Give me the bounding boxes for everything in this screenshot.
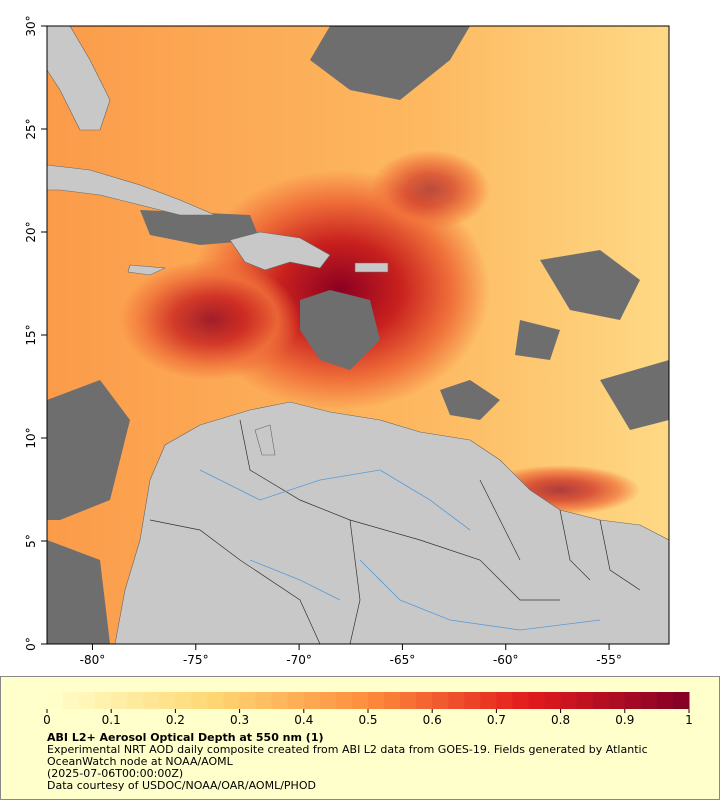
colorbar-tick-label: 0.4 (294, 713, 313, 727)
colorbar: 0 0.1 0.2 0.3 0.4 0.5 0.6 0.7 0.8 0.9 1 (43, 692, 693, 727)
colorbar-tick-label: 0.5 (358, 713, 377, 727)
colorbar-swatch (47, 692, 64, 709)
colorbar-swatch (448, 692, 465, 709)
colorbar-swatch (560, 692, 578, 709)
colorbar-swatch (432, 692, 449, 709)
y-tick-label: 0° (24, 637, 38, 651)
colorbar-swatch (480, 692, 497, 709)
caption-date: (2025-07-06T00:00:00Z) (47, 767, 184, 780)
aod-plume (120, 260, 300, 380)
x-tick-label: -75° (183, 653, 209, 667)
colorbar-tick-label: 0.2 (166, 713, 185, 727)
colorbar-swatch (640, 692, 658, 709)
caption-credit: Data courtesy of USDOC/NOAA/OAR/AOML/PHO… (47, 779, 316, 792)
caption-title: ABI L2+ Aerosol Optical Depth at 550 nm … (47, 731, 324, 744)
colorbar-swatch (351, 692, 369, 709)
colorbar-swatch (656, 692, 674, 709)
colorbar-swatch (95, 692, 112, 709)
colorbar-swatch (576, 692, 594, 709)
colorbar-swatch (335, 692, 353, 709)
colorbar-swatch (400, 692, 417, 709)
x-tick-label: -70° (286, 653, 312, 667)
caption: ABI L2+ Aerosol Optical Depth at 550 nm … (47, 732, 687, 792)
colorbar-swatch (271, 692, 289, 709)
aod-plume (370, 150, 490, 230)
y-tick-label: 15° (24, 324, 38, 345)
colorbar-tick-label: 0.9 (615, 713, 634, 727)
colorbar-tick-label: 0.8 (551, 713, 570, 727)
colorbar-swatch (624, 692, 642, 709)
colorbar-swatch (464, 692, 481, 709)
colorbar-swatch (608, 692, 626, 709)
map-figure: -80° -75° -70° -65° -60° -55° 0° 5° 10° 15° 20° 25°… (24, 15, 693, 727)
axes: -80° -75° -70° -65° -60° -55° 0° 5° 10° 15° 20° 25°… (24, 15, 622, 667)
colorbar-tick-label: 0.6 (423, 713, 442, 727)
colorbar-swatch (319, 692, 337, 709)
x-tick-label: -55° (596, 653, 622, 667)
colorbar-swatch (544, 692, 562, 709)
y-tick-label: 25° (24, 118, 38, 139)
x-tick-label: -60° (493, 653, 519, 667)
x-tick-label: -80° (80, 653, 106, 667)
colorbar-swatch (159, 692, 176, 709)
colorbar-swatch (223, 692, 241, 709)
colorbar-swatch (672, 692, 690, 709)
colorbar-swatch (175, 692, 192, 709)
colorbar-swatch (143, 692, 160, 709)
colorbar-swatch (416, 692, 433, 709)
land (47, 26, 669, 644)
colorbar-swatch (496, 692, 513, 709)
colorbar-swatch (368, 692, 385, 709)
colorbar-swatch (127, 692, 144, 709)
colorbar-tick-label: 0 (43, 713, 51, 727)
y-tick-label: 30° (24, 15, 38, 36)
y-tick-label: 20° (24, 221, 38, 242)
caption-description: Experimental NRT AOD daily composite cre… (47, 743, 648, 768)
colorbar-tick-label: 0.1 (102, 713, 121, 727)
y-tick-label: 5° (24, 534, 38, 548)
no-data (47, 26, 669, 644)
colorbar-swatch (191, 692, 208, 709)
map-layer (47, 26, 669, 644)
borders (149, 419, 641, 644)
colorbar-swatch (303, 692, 321, 709)
colorbar-tick-label: 0.7 (487, 713, 506, 727)
y-tick-label: 10° (24, 427, 38, 448)
colorbar-tick-label: 0.3 (230, 713, 249, 727)
colorbar-swatch (239, 692, 257, 709)
colorbar-swatch (255, 692, 273, 709)
colorbar-swatch (207, 692, 225, 709)
colorbar-swatch (63, 692, 80, 709)
colorbar-swatch (512, 692, 529, 709)
colorbar-swatch (79, 692, 96, 709)
rivers (199, 469, 601, 631)
colorbar-tick-label: 1 (685, 713, 693, 727)
colorbar-swatch (111, 692, 128, 709)
colorbar-swatch (287, 692, 305, 709)
x-tick-label: -65° (390, 653, 416, 667)
colorbar-swatch (592, 692, 610, 709)
colorbar-swatch (384, 692, 401, 709)
colorbar-swatch (528, 692, 546, 709)
